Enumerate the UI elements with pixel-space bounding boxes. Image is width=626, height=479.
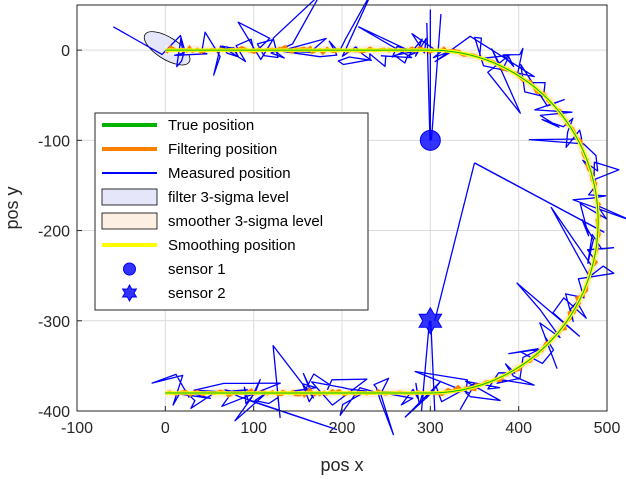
sensor-2-marker <box>418 306 443 335</box>
x-tick-label: 0 <box>161 420 170 437</box>
x-tick-label: 100 <box>240 420 267 437</box>
y-axis-label: pos y <box>2 186 22 229</box>
legend-label-sensor-2: sensor 2 <box>168 285 226 302</box>
y-tick-label: 0 <box>61 43 70 60</box>
y-tick-label: -300 <box>38 314 70 331</box>
x-tick-label: 400 <box>505 420 532 437</box>
x-tick-label: 500 <box>594 420 621 437</box>
x-tick-label: -100 <box>61 420 93 437</box>
y-tick-label: -200 <box>38 224 70 241</box>
axis-ticks: -100 0 100 200 300 400 500 0 -100 -200 -300 -400 <box>38 43 620 437</box>
legend-swatch-sensor-1 <box>123 262 136 276</box>
x-axis-label: pos x <box>320 455 363 475</box>
measured-outlier-line <box>430 13 442 141</box>
legend: True position Filtering position Measured … <box>94 112 369 311</box>
measured-outlier-line <box>420 320 431 412</box>
legend-label-true-position: True position <box>168 117 254 134</box>
x-tick-label: 300 <box>417 420 444 437</box>
legend-label-filter-3-sigma-level: filter 3-sigma level <box>168 189 289 206</box>
legend-label-filtering-position: Filtering position <box>168 141 277 158</box>
legend-label-sensor-1: sensor 1 <box>168 261 226 278</box>
measured-outlier-line <box>430 320 436 412</box>
legend-label-smoother-3-sigma-level: smoother 3-sigma level <box>168 213 323 230</box>
legend-label-measured-position: Measured position <box>168 165 291 182</box>
measured-position-line <box>112 0 626 436</box>
y-tick-label: -100 <box>38 133 70 150</box>
true-position-line <box>165 49 599 394</box>
sensor-1-marker <box>419 129 441 151</box>
measured-outlier-line <box>434 162 476 321</box>
legend-swatch-smoother-3-sigma-level <box>101 212 158 230</box>
x-tick-label: 200 <box>329 420 356 437</box>
legend-box <box>94 112 369 311</box>
data-layer <box>112 0 626 436</box>
measured-outlier-line <box>474 162 605 234</box>
legend-label-smoothing-position: Smoothing position <box>168 237 296 254</box>
legend-swatch-filter-3-sigma-level <box>101 188 158 206</box>
measured-outlier-line <box>426 23 431 141</box>
legend-swatch-sensor-2 <box>121 283 138 303</box>
y-tick-label: -400 <box>38 404 70 421</box>
